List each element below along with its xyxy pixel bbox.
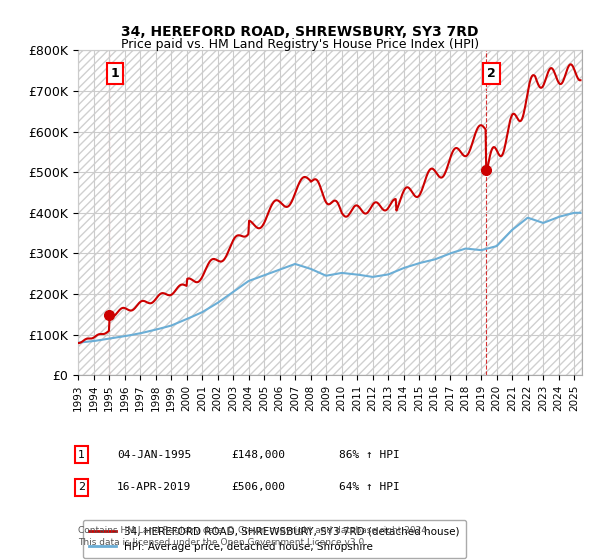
Text: 2: 2 xyxy=(78,482,85,492)
Text: 86% ↑ HPI: 86% ↑ HPI xyxy=(339,450,400,460)
Text: Contains HM Land Registry data © Crown copyright and database right 2024.: Contains HM Land Registry data © Crown c… xyxy=(78,526,430,535)
Text: 64% ↑ HPI: 64% ↑ HPI xyxy=(339,482,400,492)
Legend: 34, HEREFORD ROAD, SHREWSBURY, SY3 7RD (detached house), HPI: Average price, det: 34, HEREFORD ROAD, SHREWSBURY, SY3 7RD (… xyxy=(83,520,466,558)
Text: This data is licensed under the Open Government Licence v3.0.: This data is licensed under the Open Gov… xyxy=(78,538,367,547)
Text: 2: 2 xyxy=(487,67,496,80)
Text: 34, HEREFORD ROAD, SHREWSBURY, SY3 7RD: 34, HEREFORD ROAD, SHREWSBURY, SY3 7RD xyxy=(121,25,479,39)
Text: Price paid vs. HM Land Registry's House Price Index (HPI): Price paid vs. HM Land Registry's House … xyxy=(121,38,479,51)
Text: £506,000: £506,000 xyxy=(231,482,285,492)
Text: 04-JAN-1995: 04-JAN-1995 xyxy=(117,450,191,460)
Text: 16-APR-2019: 16-APR-2019 xyxy=(117,482,191,492)
Text: 1: 1 xyxy=(111,67,119,80)
Text: 1: 1 xyxy=(78,450,85,460)
Text: £148,000: £148,000 xyxy=(231,450,285,460)
